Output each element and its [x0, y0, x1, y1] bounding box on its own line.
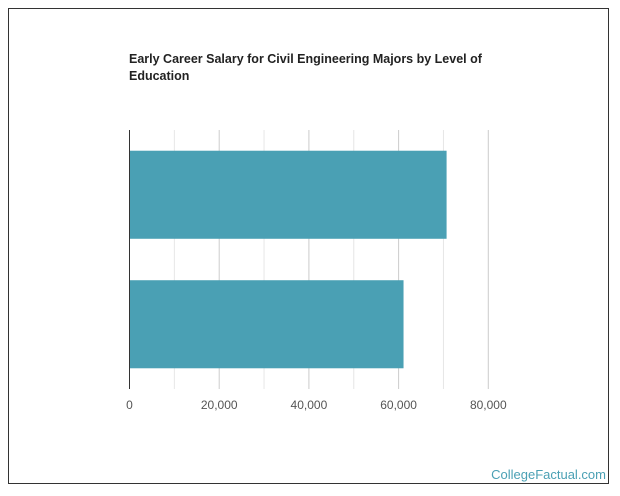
chart-frame [8, 8, 609, 484]
x-tick-label: 40,000 [291, 398, 328, 412]
x-tick-label: 80,000 [470, 398, 507, 412]
x-tick-label: 60,000 [380, 398, 417, 412]
bar [129, 280, 404, 369]
chart-title: Early Career Salary for Civil Engineerin… [129, 52, 482, 83]
brand-link[interactable]: CollegeFactual.com [491, 467, 606, 482]
x-tick-label: 20,000 [201, 398, 238, 412]
bar [129, 150, 447, 239]
x-tick-label: 0 [126, 398, 133, 412]
